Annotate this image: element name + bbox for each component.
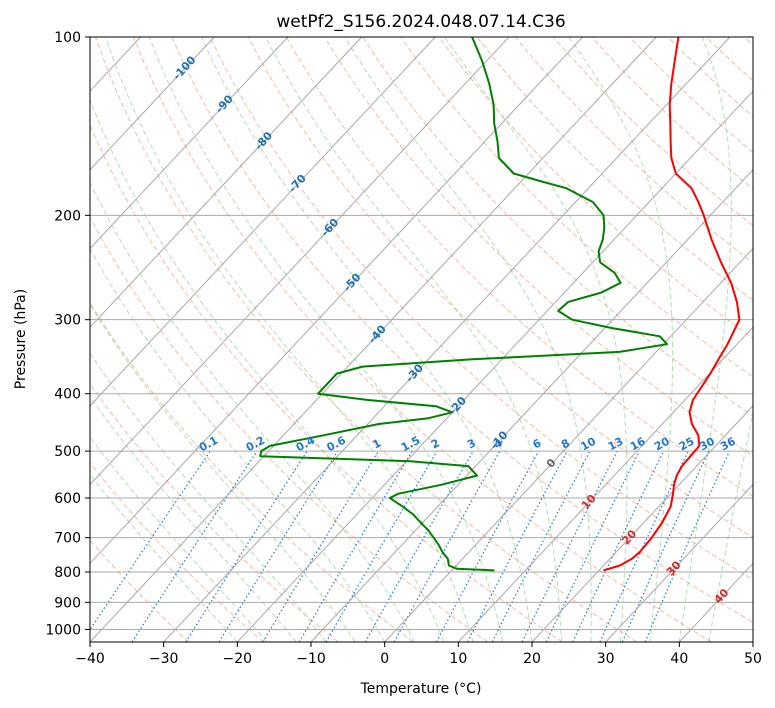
- moist-adiabat: [201, 37, 533, 642]
- isotherm-line: [236, 90, 753, 642]
- mixing-ratio-label: 10: [578, 435, 598, 454]
- dry-adiabat: [285, 37, 753, 497]
- dry-adiabat: [95, 37, 638, 642]
- mixing-ratio-line: [621, 450, 710, 642]
- plot-frame: [89, 36, 754, 643]
- x-tick-label: −40: [75, 651, 105, 667]
- mixing-ratio-line: [491, 450, 591, 642]
- x-tick-label: 40: [670, 651, 688, 667]
- x-tick-label: −20: [223, 651, 253, 667]
- dry-adiabat: [90, 539, 190, 642]
- mixing-ratio-label: 16: [628, 435, 648, 454]
- dry-adiabat: [90, 124, 563, 642]
- dry-adiabat: [90, 461, 264, 642]
- isotherm-line: [90, 37, 657, 642]
- mixing-ratio-line: [521, 450, 618, 642]
- moist-adiabat: [90, 436, 268, 642]
- mixing-ratio-label: 20: [652, 435, 672, 454]
- x-tick-label: 0: [380, 651, 389, 667]
- dry-adiabat: [133, 37, 712, 642]
- mixing-ratio-label: 13: [606, 435, 626, 454]
- dry-adiabat: [323, 37, 753, 457]
- x-tick-label: −30: [149, 651, 179, 667]
- moist-adiabat: [90, 473, 238, 642]
- y-tick-label: 900: [54, 595, 81, 611]
- moist-adiabat: [90, 247, 386, 642]
- moist-adiabat: [90, 303, 356, 642]
- y-tick-label: 100: [54, 30, 81, 46]
- dry-adiabat: [438, 37, 753, 339]
- series: [259, 37, 741, 572]
- grid: [90, 37, 753, 642]
- mixing-ratio-label: 36: [718, 435, 738, 454]
- y-tick-label: 200: [54, 208, 81, 224]
- isotherm-line: [457, 326, 753, 642]
- mixing-ratio-line: [262, 450, 380, 642]
- moist-adiabat: [708, 410, 753, 642]
- chart-title: wetPf2_S156.2024.048.07.14.C36: [276, 12, 565, 32]
- axes: −40 −30 −20 −10 0 10 20 30 40 50 1000 900 800 700 600 5…: [45, 30, 762, 667]
- dry-adiabat: [90, 216, 488, 642]
- moist-adiabat: [678, 37, 732, 642]
- isotherm-line: [163, 37, 731, 642]
- y-tick-label: 400: [54, 387, 81, 403]
- y-tick-label: 1000: [45, 622, 81, 638]
- y-tick-label: 800: [54, 565, 81, 581]
- isotherm-line: [531, 405, 753, 642]
- isotherm-line: [90, 37, 289, 250]
- moist-adiabat: [344, 37, 592, 642]
- isotherm-line: [310, 169, 753, 642]
- mixing-ratio-label: 25: [677, 435, 697, 454]
- isotherm-line: [384, 247, 753, 642]
- isotherm-line: [605, 483, 753, 642]
- mixing-ratio-label: 30: [697, 435, 717, 454]
- x-axis-title: Temperature (°C): [360, 681, 482, 697]
- x-tick-label: 50: [744, 651, 762, 667]
- moist-adiabat: [568, 37, 674, 642]
- dry-adiabat: [209, 37, 753, 581]
- x-tick-label: 30: [597, 651, 615, 667]
- dry-adiabat: [400, 37, 753, 378]
- mixing-ratio-line: [393, 450, 501, 642]
- y-tick-label: 600: [54, 491, 81, 507]
- moist-adiabat: [90, 352, 327, 642]
- y-tick-label: 500: [54, 444, 81, 460]
- moist-adiabat: [265, 37, 562, 642]
- dry-adiabat: [171, 37, 753, 624]
- moist-adiabat: [105, 37, 474, 642]
- isotherm-line: [90, 37, 215, 171]
- isotherm-line: [90, 37, 362, 328]
- y-tick-label: 700: [54, 531, 81, 547]
- isotherm-line: [90, 37, 583, 565]
- isotherm-line: [90, 37, 510, 486]
- x-tick-label: 20: [523, 651, 541, 667]
- mixing-ratio-line: [90, 450, 211, 631]
- moist-adiabat: [90, 98, 445, 642]
- moist-adiabat: [148, 37, 503, 642]
- x-tick-label: −10: [296, 651, 326, 667]
- mixing-ratio-line: [364, 450, 474, 642]
- y-axis-title: Pressure (hPa): [13, 289, 29, 389]
- y-tick-label: 300: [54, 313, 81, 329]
- temperature-line: [603, 37, 741, 572]
- x-tick-label: 10: [449, 651, 467, 667]
- mixing-ratio-line: [185, 450, 308, 642]
- moist-adiabat: [444, 37, 628, 642]
- dewpoint-line: [259, 37, 669, 572]
- isotherm-line: [90, 37, 436, 407]
- mixing-ratio-line: [435, 450, 540, 642]
